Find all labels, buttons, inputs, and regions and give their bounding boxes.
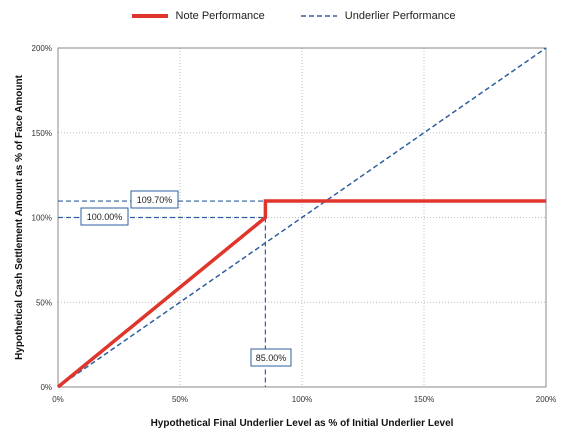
- legend-item-underlier-performance: Underlier Performance: [300, 10, 456, 22]
- y-axis-title: Hypothetical Cash Settlement Amount as %…: [14, 74, 25, 360]
- x-tick-label: 50%: [172, 395, 188, 404]
- y-tick-label: 0%: [40, 383, 52, 392]
- legend: Note Performance Underlier Performance: [0, 10, 587, 22]
- guide-lines: [58, 200, 266, 387]
- legend-item-note-performance: Note Performance: [131, 10, 265, 22]
- legend-swatch-note: [131, 14, 168, 18]
- x-tick-label: 100%: [292, 395, 312, 404]
- series: [56, 47, 547, 389]
- callout-box: [80, 207, 129, 226]
- legend-label-note: Note Performance: [175, 10, 265, 22]
- y-tick-label: 50%: [36, 298, 52, 307]
- series-line-underlier-performance: [57, 47, 547, 388]
- callout-label: 100.00%: [87, 212, 123, 222]
- series-line-note-performance: [56, 199, 546, 389]
- legend-label-underlier: Underlier Performance: [344, 10, 456, 22]
- x-tick-label: 0%: [52, 395, 64, 404]
- callout-box: [250, 348, 292, 367]
- y-tick-label: 200%: [32, 44, 52, 53]
- x-axis-title: Hypothetical Final Underlier Level as % …: [151, 418, 454, 429]
- legend-swatch-underlier: [300, 15, 337, 17]
- y-tick-label: 100%: [32, 214, 52, 223]
- callout-box: [130, 190, 179, 209]
- y-tick-label: 150%: [32, 129, 52, 138]
- callouts: 109.70% 100.00% 85.00%: [80, 190, 292, 367]
- callout-label: 109.70%: [137, 195, 173, 205]
- x-tick-label: 200%: [536, 395, 556, 404]
- x-tick-label: 150%: [414, 395, 434, 404]
- callout-label: 85.00%: [256, 353, 287, 363]
- tick-labels: 0% 50% 100% 150% 200% 0% 50% 100% 150% 200%: [32, 44, 557, 404]
